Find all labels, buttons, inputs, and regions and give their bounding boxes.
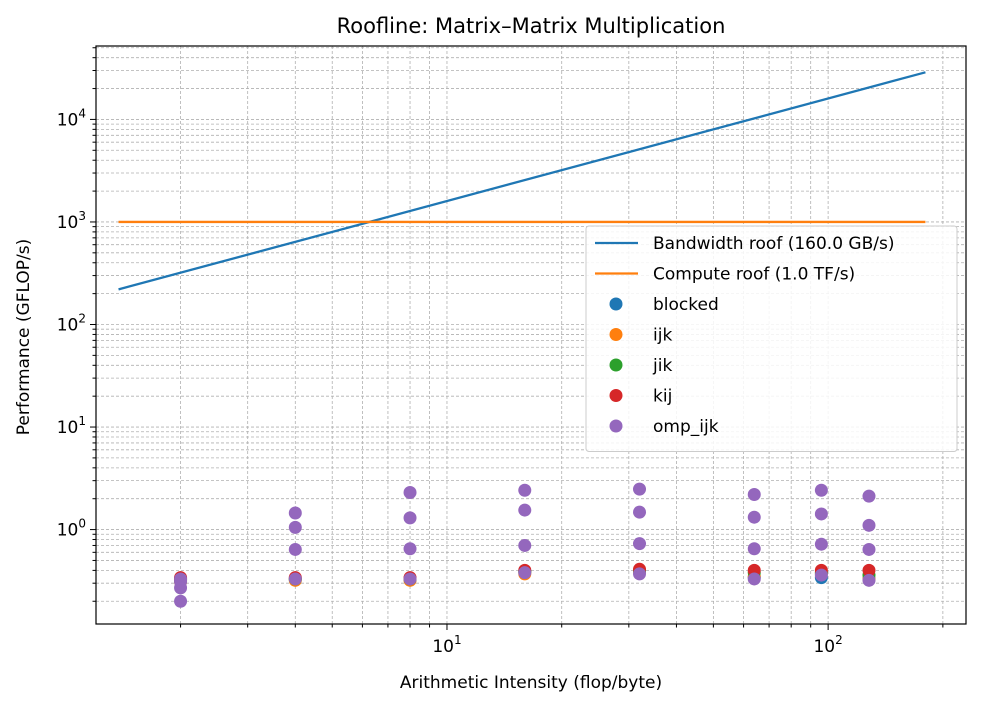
y-tick-label: 101: [57, 414, 86, 438]
legend-label: omp_ijk: [653, 417, 719, 437]
x-tick-label: 102: [813, 633, 842, 657]
bandwidth-roof-line: [118, 71, 926, 291]
legend-marker: [609, 328, 623, 341]
point-omp-ijk: [814, 537, 828, 551]
scatter-points: [174, 482, 876, 608]
point-omp-ijk: [747, 510, 761, 524]
point-omp-ijk: [288, 506, 302, 520]
plot-frame: [95, 45, 967, 625]
point-omp-ijk: [747, 487, 761, 501]
legend-marker: [609, 389, 623, 402]
legend-label: jik: [652, 356, 672, 376]
legend-marker: [609, 419, 623, 433]
point-omp-ijk: [518, 503, 532, 517]
point-omp-ijk: [518, 566, 532, 580]
legend-label: Bandwidth roof (160.0 GB/s): [653, 234, 894, 254]
point-omp-ijk: [633, 537, 647, 551]
point-kij: [862, 563, 876, 577]
point-omp-ijk: [862, 518, 876, 532]
y-tick-label: 102: [57, 311, 86, 335]
grid-lines: [96, 46, 966, 624]
point-omp-ijk: [288, 520, 302, 534]
legend-label: Compute roof (1.0 TF/s): [653, 265, 855, 285]
point-omp-ijk: [518, 483, 532, 497]
point-omp-ijk: [288, 542, 302, 556]
y-tick-label: 100: [57, 517, 86, 541]
point-omp-ijk: [747, 572, 761, 586]
point-omp-ijk: [633, 505, 647, 519]
point-omp-ijk: [747, 542, 761, 556]
point-omp-ijk: [633, 567, 647, 581]
point-omp-ijk: [174, 594, 188, 608]
legend-box: [585, 225, 958, 452]
point-omp-ijk: [288, 572, 302, 586]
legend-marker: [609, 297, 623, 311]
point-omp-ijk: [814, 568, 828, 582]
point-omp-ijk: [403, 542, 417, 556]
legend-label: kij: [653, 387, 672, 407]
point-omp-ijk: [518, 538, 532, 552]
point-omp-ijk: [174, 581, 188, 595]
point-omp-ijk: [633, 482, 647, 496]
axis-ticks: 101 102 100 101 102 103 104: [57, 47, 944, 657]
point-omp-ijk: [862, 489, 876, 503]
point-omp-ijk: [403, 572, 417, 586]
point-omp-ijk: [814, 483, 828, 497]
chart-title: Roofline: Matrix–Matrix Multiplication: [337, 14, 726, 38]
legend-label: blocked: [653, 295, 719, 315]
y-tick-label: 104: [57, 106, 86, 130]
roof-lines: [118, 71, 926, 291]
point-omp-ijk: [862, 573, 876, 587]
x-tick-label: 101: [432, 633, 461, 657]
legend-label: ijk: [653, 326, 672, 346]
x-axis-label: Arithmetic Intensity (flop/byte): [400, 673, 662, 693]
point-omp-ijk: [403, 485, 417, 499]
legend-marker: [609, 358, 623, 372]
y-axis-label: Performance (GFLOP/s): [14, 239, 34, 435]
point-omp-ijk: [862, 542, 876, 556]
point-omp-ijk: [403, 511, 417, 525]
legend: Bandwidth roof (160.0 GB/s) Compute roof …: [585, 225, 958, 452]
y-tick-label: 103: [57, 209, 86, 233]
point-omp-ijk: [814, 507, 828, 521]
